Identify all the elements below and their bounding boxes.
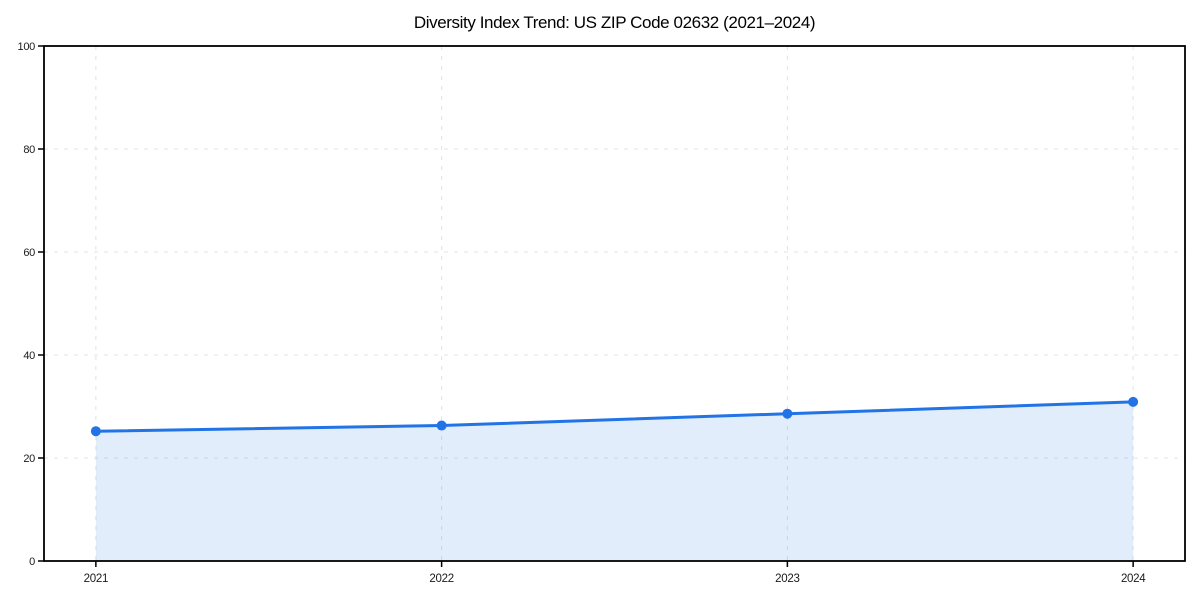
y-tick-label: 40	[23, 350, 35, 362]
data-point	[90, 426, 101, 437]
x-tick-label: 2021	[84, 573, 108, 585]
y-tick-label: 20	[23, 453, 35, 465]
data-point	[436, 420, 447, 431]
x-tick-label: 2022	[429, 573, 453, 585]
data-point	[1128, 396, 1139, 407]
y-tick-label: 60	[23, 247, 35, 259]
y-tick-label: 0	[29, 556, 35, 568]
trend-line	[94, 400, 1135, 433]
area-fill	[95, 401, 1134, 561]
data-point	[782, 408, 793, 419]
chart-title: Diversity Index Trend: US ZIP Code 02632…	[413, 13, 816, 32]
y-tick-label: 100	[18, 41, 36, 53]
x-tick-label: 2024	[1121, 573, 1146, 585]
y-tick-label: 80	[23, 144, 35, 156]
x-tick-label: 2023	[775, 573, 799, 585]
plot-border	[43, 45, 1186, 562]
